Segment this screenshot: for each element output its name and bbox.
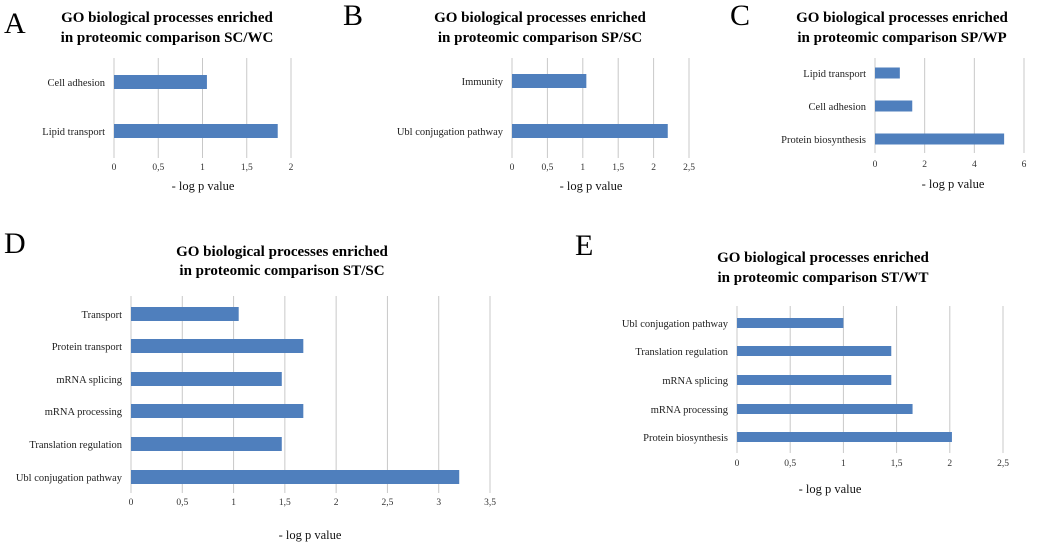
x-tick-label: 1 bbox=[580, 163, 585, 173]
x-axis-label: - log p value bbox=[172, 179, 235, 193]
bar bbox=[875, 67, 900, 79]
category-label: Ubl conjugation pathway bbox=[622, 319, 729, 330]
bar bbox=[737, 375, 892, 385]
x-tick-label: 1,5 bbox=[891, 459, 903, 469]
x-tick-label: 1,5 bbox=[279, 498, 291, 508]
chart-title-line: GO biological processes enriched bbox=[61, 10, 273, 26]
chart-title-line: in proteomic comparison SC/WC bbox=[61, 30, 274, 46]
x-tick-label: 0 bbox=[510, 163, 515, 173]
bar bbox=[114, 124, 278, 138]
category-label: Protein transport bbox=[52, 342, 122, 353]
bar bbox=[875, 133, 1005, 145]
x-tick-label: 4 bbox=[972, 160, 977, 170]
x-tick-label: 2 bbox=[289, 163, 294, 173]
panel-letter: B bbox=[343, 0, 363, 32]
x-tick-label: 1 bbox=[231, 498, 236, 508]
chart-title-line: in proteomic comparison ST/WT bbox=[718, 270, 929, 286]
bar bbox=[131, 339, 304, 353]
x-tick-label: 0 bbox=[129, 498, 134, 508]
category-label: Cell adhesion bbox=[809, 102, 867, 113]
x-tick-label: 2,5 bbox=[381, 498, 393, 508]
bar bbox=[737, 432, 952, 442]
chart-title-line: in proteomic comparison SP/SC bbox=[438, 30, 642, 46]
x-tick-label: 0,5 bbox=[152, 163, 164, 173]
x-tick-label: 0 bbox=[873, 160, 878, 170]
bar bbox=[131, 437, 282, 451]
bar bbox=[737, 346, 892, 356]
x-tick-label: 0,5 bbox=[784, 459, 796, 469]
chart-title-line: GO biological processes enriched bbox=[717, 250, 929, 266]
bar bbox=[512, 124, 668, 138]
x-tick-label: 0 bbox=[112, 163, 117, 173]
bar bbox=[512, 74, 587, 88]
x-tick-label: 2 bbox=[334, 498, 339, 508]
panel-letter: D bbox=[4, 227, 26, 260]
x-tick-label: 1,5 bbox=[612, 163, 624, 173]
chart-panel-a: A GO biological processes enriched in prot… bbox=[4, 7, 294, 193]
x-tick-label: 0 bbox=[735, 459, 740, 469]
x-tick-label: 3 bbox=[436, 498, 441, 508]
x-tick-label: 1 bbox=[200, 163, 205, 173]
chart-title-line: in proteomic comparison SP/WP bbox=[797, 30, 1006, 46]
panel-letter: A bbox=[4, 7, 26, 40]
bar bbox=[131, 372, 282, 386]
bar bbox=[114, 75, 207, 89]
bar bbox=[131, 307, 239, 321]
category-label: Translation regulation bbox=[29, 440, 122, 451]
chart-panel-d: D GO biological processes enriched in prot… bbox=[4, 227, 496, 542]
chart-panel-c: C GO biological processes enriched in prot… bbox=[730, 0, 1027, 191]
chart-title-line: GO biological processes enriched bbox=[796, 10, 1008, 26]
x-tick-label: 1 bbox=[841, 459, 846, 469]
x-axis-label: - log p value bbox=[560, 179, 623, 193]
x-tick-label: 2 bbox=[922, 160, 927, 170]
x-tick-label: 3,5 bbox=[484, 498, 496, 508]
chart-panel-b: B GO biological processes enriched in prot… bbox=[343, 0, 695, 193]
x-tick-label: 1,5 bbox=[241, 163, 253, 173]
category-label: Lipid transport bbox=[42, 127, 105, 138]
x-tick-label: 2,5 bbox=[997, 459, 1009, 469]
x-axis-label: - log p value bbox=[799, 482, 862, 496]
x-axis-label: - log p value bbox=[279, 528, 342, 542]
x-tick-label: 2 bbox=[947, 459, 952, 469]
bar bbox=[737, 404, 913, 414]
panel-letter: C bbox=[730, 0, 750, 32]
category-label: mRNA splicing bbox=[662, 376, 728, 387]
bar bbox=[737, 318, 844, 328]
category-label: mRNA splicing bbox=[56, 375, 122, 386]
x-tick-label: 2,5 bbox=[683, 163, 695, 173]
x-tick-label: 0,5 bbox=[541, 163, 553, 173]
chart-panel-e: E GO biological processes enriched in prot… bbox=[575, 229, 1009, 496]
chart-title-line: GO biological processes enriched bbox=[434, 10, 646, 26]
category-label: Cell adhesion bbox=[48, 78, 106, 89]
category-label: mRNA processing bbox=[651, 405, 729, 416]
category-label: Protein biosynthesis bbox=[643, 433, 728, 444]
x-tick-label: 0,5 bbox=[176, 498, 188, 508]
panel-letter: E bbox=[575, 229, 593, 262]
category-label: Ubl conjugation pathway bbox=[397, 127, 504, 138]
category-label: Transport bbox=[82, 310, 123, 321]
category-label: Immunity bbox=[462, 77, 504, 88]
category-label: mRNA processing bbox=[45, 407, 123, 418]
category-label: Lipid transport bbox=[803, 69, 866, 80]
bar bbox=[131, 470, 460, 484]
chart-title-line: GO biological processes enriched bbox=[176, 244, 388, 260]
chart-title-line: in proteomic comparison ST/SC bbox=[179, 263, 384, 279]
x-tick-label: 2 bbox=[651, 163, 656, 173]
x-tick-label: 6 bbox=[1022, 160, 1027, 170]
category-label: Translation regulation bbox=[635, 347, 728, 358]
bar bbox=[875, 100, 913, 112]
bar bbox=[131, 404, 304, 418]
x-axis-label: - log p value bbox=[922, 177, 985, 191]
category-label: Ubl conjugation pathway bbox=[16, 473, 123, 484]
category-label: Protein biosynthesis bbox=[781, 135, 866, 146]
